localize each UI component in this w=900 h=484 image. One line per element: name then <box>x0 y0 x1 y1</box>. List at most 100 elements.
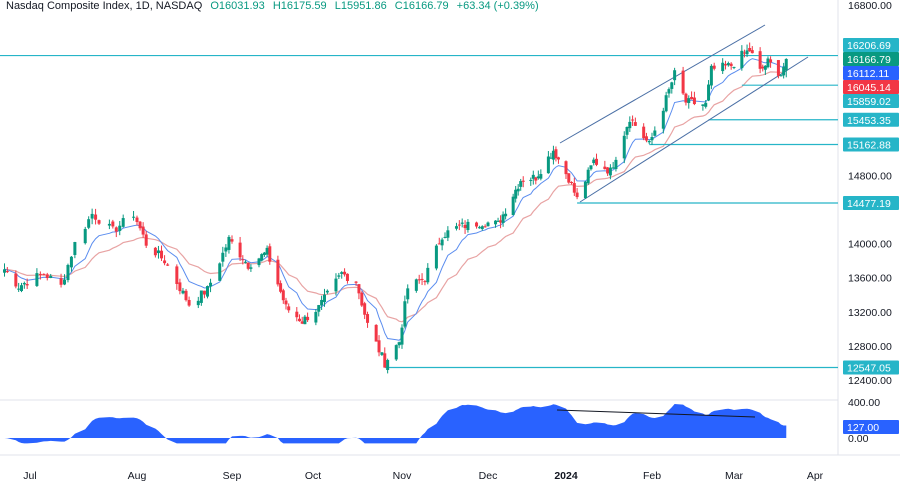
candle-body <box>589 165 593 170</box>
candle-body <box>268 246 272 262</box>
candle-body <box>107 223 111 226</box>
candle-body <box>241 259 245 261</box>
candle-body <box>306 316 310 321</box>
level-label: 16206.69 <box>847 40 891 52</box>
candle-body <box>262 252 266 255</box>
candle-body <box>687 98 691 104</box>
candle-body <box>642 126 646 139</box>
candle-body <box>205 286 209 297</box>
candle-body <box>622 135 626 159</box>
level-label: 14477.19 <box>847 198 891 210</box>
candle-body <box>181 290 185 294</box>
candle-body <box>386 360 390 371</box>
candle-body <box>175 266 179 285</box>
candle-body <box>25 283 29 286</box>
fast-moving-average-line <box>4 58 787 341</box>
candle-body <box>187 299 191 306</box>
candle-body <box>403 301 407 327</box>
candle-body <box>466 221 470 231</box>
candle-body <box>69 256 73 268</box>
candle-body <box>303 316 307 325</box>
ohlc-open: O16031.93 <box>210 0 265 12</box>
close-price-label-bg <box>843 52 899 66</box>
price-tick-label: 13200.00 <box>848 307 892 319</box>
level-label-bg <box>843 38 899 52</box>
candle-body <box>446 230 450 238</box>
candle-body <box>184 290 188 301</box>
candle-body <box>707 84 711 101</box>
candle-body <box>287 306 291 311</box>
candle-body <box>556 157 560 160</box>
candle-body <box>121 218 125 227</box>
candle-body <box>221 252 225 262</box>
candle-body <box>360 292 364 306</box>
candle-body <box>17 288 21 290</box>
candle-body <box>49 275 53 278</box>
candle-body <box>496 220 500 222</box>
candle-body <box>551 150 555 160</box>
time-tick-label: Oct <box>305 470 321 482</box>
candle-body <box>463 224 467 229</box>
oscillator-divergence-line <box>556 409 756 418</box>
candle-body <box>684 93 688 103</box>
candle-body <box>279 283 283 292</box>
candle-body <box>363 303 367 315</box>
ohlc-low: L15951.86 <box>334 0 387 12</box>
candle-body <box>90 213 94 219</box>
candle-body <box>567 173 571 183</box>
candle-body <box>504 213 508 217</box>
candle-body <box>322 294 326 303</box>
candle-body <box>178 282 182 292</box>
slow-moving-average-line <box>4 70 787 323</box>
level-label: 15162.88 <box>847 140 891 152</box>
candle-body <box>475 222 479 227</box>
candle-body <box>628 121 632 129</box>
candle-body <box>554 149 558 159</box>
price-tick-label: 12400.00 <box>848 375 892 387</box>
level-label: 15859.02 <box>847 96 891 108</box>
candle-body <box>748 47 752 52</box>
candle-body <box>516 188 520 192</box>
candle-body <box>583 181 587 199</box>
price-tick-label: 16800.00 <box>848 0 892 12</box>
candle-body <box>546 156 550 174</box>
candle-body <box>758 51 762 69</box>
time-tick-label: Nov <box>393 470 412 482</box>
candle-body <box>230 239 234 242</box>
candle-body <box>202 290 206 295</box>
candle-body <box>779 75 783 77</box>
oscillator-value-label-bg <box>843 420 899 434</box>
level-label-bg <box>843 94 899 108</box>
level-label: 12547.05 <box>847 362 891 374</box>
symbol-title[interactable]: Nasdaq Composite Index, 1D, NASDAQ <box>6 0 203 12</box>
fast-ma-label-bg <box>843 66 899 80</box>
price-tick-label: 14800.00 <box>848 170 892 182</box>
candle-body <box>653 130 657 136</box>
price-tick-label: 12800.00 <box>848 341 892 353</box>
candle-body <box>611 167 615 169</box>
candle-body <box>480 226 484 229</box>
candle-body <box>595 158 599 165</box>
candle-body <box>300 321 304 324</box>
candle-body <box>325 290 329 293</box>
candle-body <box>784 58 788 71</box>
candle-body <box>345 273 349 281</box>
candle-body <box>644 136 648 141</box>
candle-body <box>670 82 674 89</box>
candle-body <box>483 226 487 228</box>
candle-body <box>477 227 481 229</box>
close-price-label: 16166.79 <box>847 54 891 66</box>
candle-body <box>163 260 167 264</box>
candle-body <box>284 300 288 305</box>
candle-body <box>265 247 269 255</box>
candle-body <box>709 65 713 86</box>
candle-body <box>400 327 404 345</box>
candle-body <box>238 242 242 258</box>
candle-body <box>729 63 733 67</box>
oscillator-tick-label: 400.00 <box>848 397 880 409</box>
candle-body <box>570 182 574 184</box>
candle-body <box>750 50 754 54</box>
candle-body <box>712 65 716 69</box>
candle-body <box>454 226 458 229</box>
